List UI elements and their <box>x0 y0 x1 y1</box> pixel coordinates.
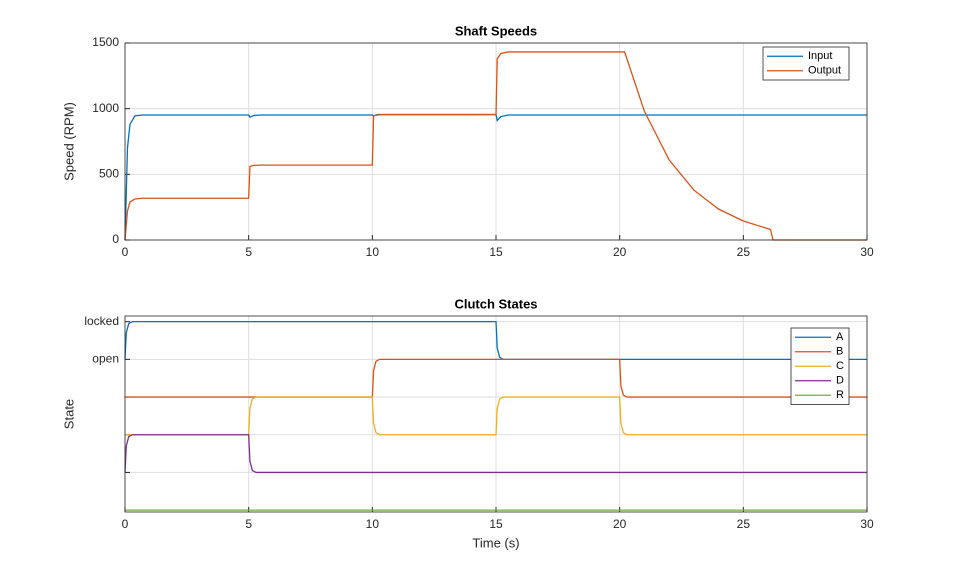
x-tick-label: 10 <box>366 245 380 259</box>
x-tick-label: 5 <box>245 517 252 531</box>
y-tick-label: locked <box>84 314 119 328</box>
x-tick-label: 30 <box>860 517 874 531</box>
x-tick-label: 15 <box>489 245 503 259</box>
y-tick-label: 0 <box>112 232 119 246</box>
legend-label: A <box>836 331 844 343</box>
y-axis-label: Speed (RPM) <box>61 102 76 181</box>
legend-label: D <box>836 375 844 387</box>
legend-label: Output <box>808 65 841 77</box>
y-axis-label: State <box>61 399 76 429</box>
x-tick-label: 25 <box>737 517 751 531</box>
legend-label: Input <box>808 50 832 62</box>
series-line <box>124 321 867 360</box>
x-tick-label: 20 <box>613 517 627 531</box>
legend: Input Output <box>762 46 850 81</box>
x-tick-label: 0 <box>122 517 129 531</box>
legend-label: R <box>836 389 844 401</box>
axes-box <box>124 42 868 241</box>
x-tick-label: 5 <box>245 245 252 259</box>
legend-box <box>762 46 850 81</box>
y-tick-label: open <box>92 352 119 366</box>
x-tick-label: 30 <box>860 245 874 259</box>
y-tick-label: 500 <box>99 167 119 181</box>
x-tick-label: 10 <box>366 517 380 531</box>
axes-box <box>124 315 868 513</box>
legend-label: C <box>836 360 844 372</box>
y-tick-label: 1500 <box>92 35 119 49</box>
x-axis-label: Time (s) <box>472 535 519 550</box>
series-line <box>124 51 867 241</box>
x-tick-label: 25 <box>737 245 751 259</box>
legend-label: B <box>836 346 843 358</box>
x-tick-label: 15 <box>489 517 503 531</box>
x-tick-label: 20 <box>613 245 627 259</box>
series-line <box>125 358 867 398</box>
chart-title: Clutch States <box>454 296 537 311</box>
x-tick-label: 0 <box>122 245 129 259</box>
y-tick-label: 1000 <box>92 101 119 115</box>
chart-title: Shaft Speeds <box>455 23 537 38</box>
series-line <box>124 434 867 474</box>
